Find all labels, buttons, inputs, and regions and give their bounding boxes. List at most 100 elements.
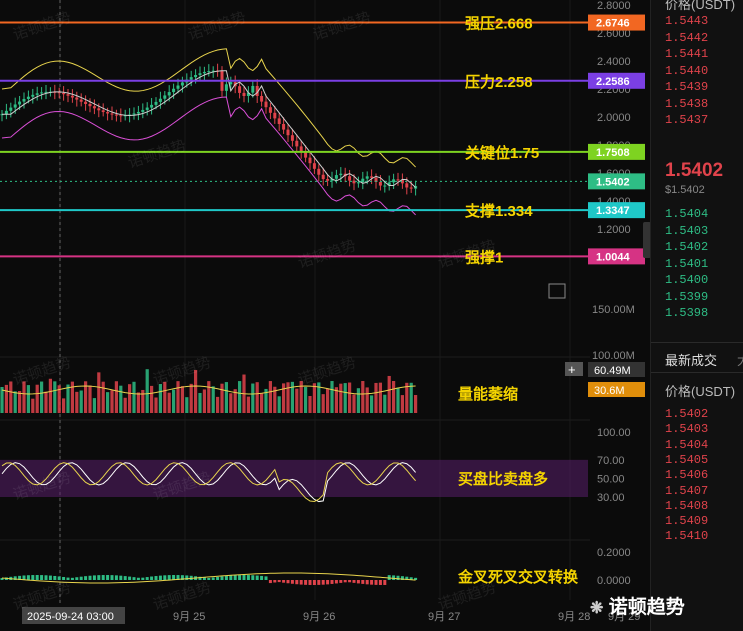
volume-bar — [145, 369, 149, 413]
volume-bar — [22, 381, 26, 413]
scroll-handle[interactable] — [643, 222, 651, 258]
candle-body — [383, 185, 387, 187]
trade-price-row[interactable]: 1.5410 — [665, 529, 709, 544]
macd-bar — [66, 577, 70, 580]
bid-price-row[interactable]: 1.5403 — [665, 223, 709, 238]
ask-price-row[interactable]: 1.5441 — [665, 47, 709, 61]
macd-bar — [339, 580, 343, 583]
volume-bar — [290, 381, 294, 413]
panel-label: 量能萎缩 — [458, 385, 518, 403]
macd-bar — [392, 575, 396, 580]
candle-body — [44, 91, 48, 93]
x-tick-label: 9月 28 — [558, 611, 590, 623]
macd-bar — [334, 580, 338, 584]
trade-price-row[interactable]: 1.5409 — [665, 514, 709, 529]
y-tick-label: 70.00 — [597, 455, 625, 467]
trade-price-row[interactable]: 1.5405 — [665, 452, 709, 467]
watermark-text: 诺顿趋势 — [296, 237, 358, 272]
volume-bar — [9, 381, 13, 413]
ask-price-row[interactable]: 1.5437 — [665, 113, 709, 127]
level-price-tag — [588, 72, 645, 89]
macd-bar — [273, 580, 277, 583]
macd-bar — [255, 575, 259, 580]
x-tick-label: 9月 29 — [608, 611, 640, 623]
ask-price-row[interactable]: 1.5438 — [665, 96, 709, 111]
candle-body — [26, 96, 30, 99]
order-book-header: 价格(USDT) — [665, 0, 736, 12]
bid-price-row[interactable]: 1.5398 — [665, 306, 709, 320]
watermark-text: 诺顿趋势 — [11, 9, 73, 44]
level-price-tag — [588, 173, 645, 190]
macd-bar — [48, 575, 52, 580]
macd-bar — [299, 580, 303, 585]
candle-body — [202, 71, 206, 74]
crosshair-time-tag — [22, 607, 125, 624]
macd-bar — [141, 577, 145, 580]
volume-bar — [286, 382, 290, 413]
candle-body — [79, 99, 83, 102]
candle-body — [97, 108, 101, 111]
volume-bar — [356, 388, 360, 413]
trade-price-row[interactable]: 1.5403 — [665, 422, 709, 437]
bid-price-row[interactable]: 1.5400 — [665, 273, 709, 287]
candle-body — [70, 95, 74, 98]
volume-bar — [268, 381, 272, 413]
ask-price-row[interactable]: 1.5443 — [665, 14, 709, 28]
volume-bar — [409, 382, 413, 413]
ask-price-row[interactable]: 1.5442 — [665, 30, 709, 45]
macd-bar — [308, 580, 312, 585]
y-tick-label: 1.2000 — [597, 224, 631, 236]
trade-price-row[interactable]: 1.5402 — [665, 407, 709, 421]
bid-price-row[interactable]: 1.5404 — [665, 207, 709, 221]
candle-body — [57, 92, 61, 94]
trade-price-row[interactable]: 1.5408 — [665, 498, 709, 513]
macd-bar — [233, 575, 237, 580]
volume-bar — [321, 394, 325, 413]
bid-price-row[interactable]: 1.5402 — [665, 240, 709, 254]
volume-bar — [70, 381, 74, 413]
level-label: 强压2.668 — [465, 16, 533, 33]
volume-bar — [343, 383, 347, 413]
macd-bar — [0, 578, 4, 580]
macd-bar — [172, 575, 176, 580]
macd-bar — [400, 576, 404, 580]
candle-body — [242, 92, 246, 96]
macd-bar — [211, 577, 215, 580]
trade-price-row[interactable]: 1.5407 — [665, 483, 709, 498]
candle-body — [321, 174, 325, 180]
macd-bar — [145, 577, 149, 580]
bid-price-row[interactable]: 1.5399 — [665, 289, 709, 304]
candle-body — [92, 106, 96, 109]
candle-body — [154, 101, 158, 105]
volume-bar — [370, 395, 374, 413]
volume-bar — [0, 387, 4, 413]
trade-price-row[interactable]: 1.5406 — [665, 468, 709, 483]
volume-bar — [4, 384, 8, 413]
last-price: 1.5402 — [665, 160, 724, 181]
candle-body — [194, 74, 198, 78]
candle-body — [110, 113, 114, 115]
bid-price-row[interactable]: 1.5401 — [665, 256, 709, 271]
candle-body — [167, 92, 171, 96]
last-price-usd: $1.5402 — [665, 184, 705, 196]
chart-canvas[interactable]: 2.80002.60002.40002.20002.00001.80001.60… — [0, 0, 650, 631]
ask-price-row[interactable]: 1.5439 — [665, 80, 709, 94]
macd-bar — [136, 577, 140, 580]
tab-large-trades[interactable]: 大 — [737, 350, 743, 369]
volume-bar — [392, 381, 396, 413]
candle-body — [119, 115, 123, 117]
volume-bar — [233, 389, 237, 413]
volume-bar — [299, 381, 303, 413]
tab-latest-trades[interactable]: 最新成交 — [665, 353, 718, 368]
volume-bar — [158, 384, 162, 413]
ask-price-row[interactable]: 1.5440 — [665, 63, 709, 78]
volume-bar — [405, 382, 409, 413]
volume-bar — [198, 392, 202, 413]
volume-bar — [308, 395, 312, 413]
oscillator-band — [0, 459, 588, 497]
trade-price-row[interactable]: 1.5404 — [665, 437, 709, 452]
candle-body — [260, 96, 264, 102]
candle-body — [264, 101, 268, 108]
candle-body — [286, 129, 290, 136]
watermark-text: 诺顿趋势 — [311, 9, 373, 44]
